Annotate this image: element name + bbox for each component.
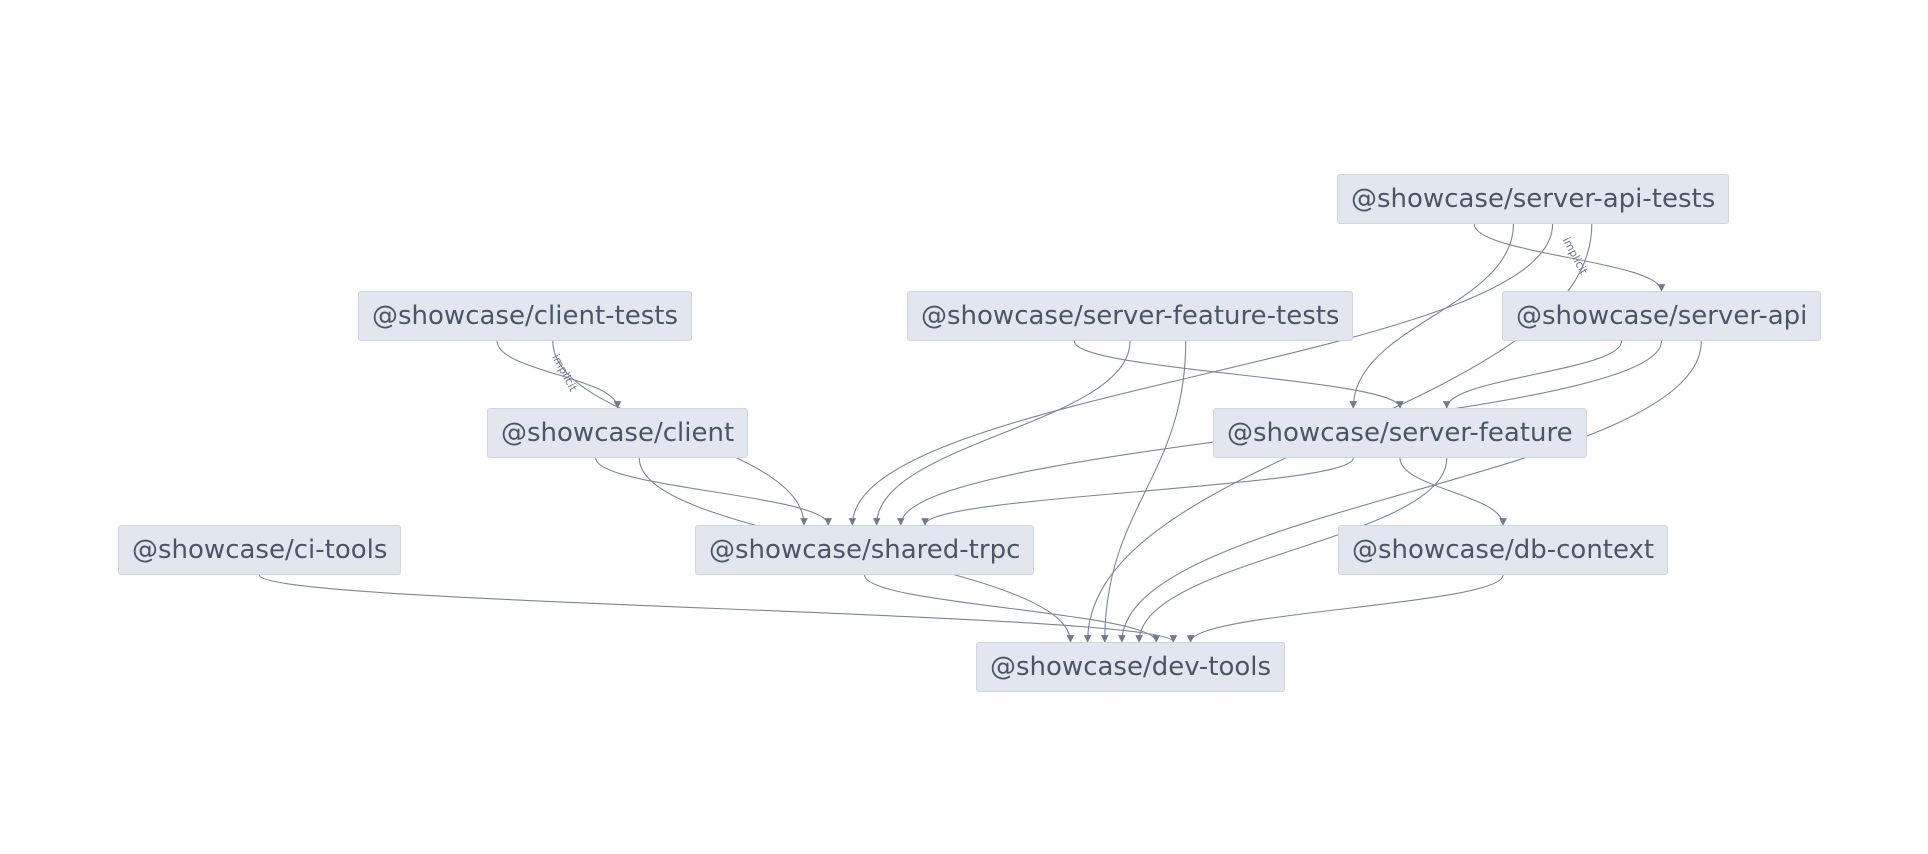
node-dev-tools[interactable]: @showcase/dev-tools	[976, 642, 1286, 692]
edge-ci-tools-to-dev-tools	[258, 574, 1178, 643]
edge-label: implicit	[1560, 235, 1591, 277]
node-db-context[interactable]: @showcase/db-context	[1338, 525, 1669, 575]
node-server-feature-tests[interactable]: @showcase/server-feature-tests	[907, 291, 1354, 341]
edge-server-api-to-dev-tools	[1118, 340, 1702, 643]
edge-server-api-tests-to-shared-trpc	[848, 223, 1554, 526]
node-ci-tools[interactable]: @showcase/ci-tools	[118, 525, 402, 575]
edge-db-context-to-dev-tools	[1186, 574, 1504, 643]
node-server-api[interactable]: @showcase/server-api	[1502, 291, 1822, 341]
edge-server-feature-to-shared-trpc	[921, 457, 1354, 526]
edge-server-feature-to-dev-tools	[1135, 457, 1448, 643]
node-client-tests[interactable]: @showcase/client-tests	[358, 291, 692, 341]
node-client[interactable]: @showcase/client	[487, 408, 749, 458]
node-server-api-tests[interactable]: @showcase/server-api-tests	[1337, 174, 1730, 224]
edge-server-api-tests-to-server-api	[1473, 223, 1666, 292]
edge-server-api-to-server-feature	[1442, 340, 1623, 409]
edge-client-tests-to-client	[496, 340, 622, 409]
edge-server-api-tests-to-server-feature	[1349, 223, 1514, 409]
edge-client-to-shared-trpc	[595, 457, 832, 526]
edge-server-feature-to-db-context	[1399, 457, 1507, 526]
edge-shared-trpc-to-dev-tools	[863, 574, 1161, 643]
edge-server-feature-tests-to-shared-trpc	[872, 340, 1131, 526]
edge-server-feature-tests-to-server-feature	[1073, 340, 1404, 409]
node-server-feature[interactable]: @showcase/server-feature	[1213, 408, 1587, 458]
node-shared-trpc[interactable]: @showcase/shared-trpc	[695, 525, 1035, 575]
